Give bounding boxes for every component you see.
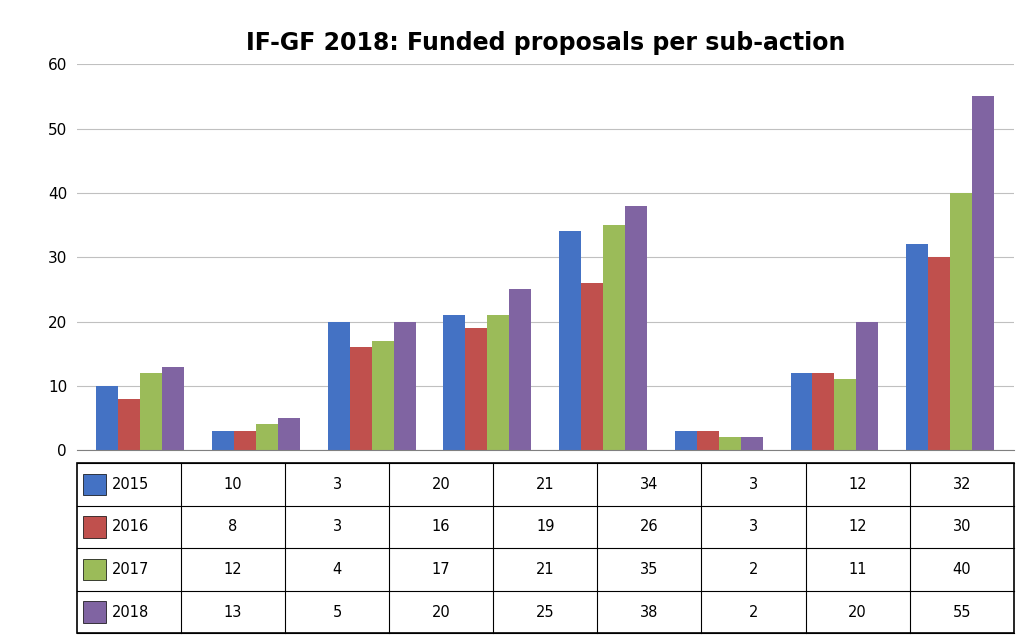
Bar bbox=[559, 231, 582, 450]
Text: 16: 16 bbox=[432, 520, 451, 534]
Text: 55: 55 bbox=[952, 604, 971, 620]
Bar bbox=[740, 437, 763, 450]
Bar bbox=[83, 559, 105, 580]
Text: 38: 38 bbox=[640, 604, 658, 620]
Text: 34: 34 bbox=[640, 476, 658, 492]
Text: 10: 10 bbox=[223, 476, 243, 492]
Text: 3: 3 bbox=[749, 476, 758, 492]
Text: 35: 35 bbox=[640, 562, 658, 577]
Text: 17: 17 bbox=[432, 562, 451, 577]
Bar bbox=[83, 474, 105, 495]
Text: 3: 3 bbox=[333, 476, 342, 492]
Text: 13: 13 bbox=[224, 604, 242, 620]
Text: 12: 12 bbox=[848, 476, 867, 492]
Text: 8: 8 bbox=[228, 520, 238, 534]
Text: 26: 26 bbox=[640, 520, 658, 534]
Bar bbox=[835, 379, 856, 450]
Bar bbox=[163, 367, 184, 450]
Text: 32: 32 bbox=[952, 476, 971, 492]
Text: 12: 12 bbox=[848, 520, 867, 534]
Bar bbox=[906, 244, 928, 450]
Bar bbox=[279, 418, 300, 450]
Text: 20: 20 bbox=[848, 604, 867, 620]
Bar bbox=[443, 315, 466, 450]
Bar bbox=[83, 601, 105, 622]
Bar bbox=[582, 283, 603, 450]
Bar bbox=[812, 373, 835, 450]
Bar bbox=[140, 373, 163, 450]
Text: 20: 20 bbox=[432, 604, 451, 620]
Title: IF-GF 2018: Funded proposals per sub-action: IF-GF 2018: Funded proposals per sub-act… bbox=[246, 32, 845, 55]
Bar bbox=[719, 437, 740, 450]
Bar bbox=[675, 431, 696, 450]
Text: 2018: 2018 bbox=[113, 604, 150, 620]
Bar bbox=[466, 328, 487, 450]
Bar bbox=[625, 206, 647, 450]
Text: 19: 19 bbox=[536, 520, 555, 534]
Text: 3: 3 bbox=[749, 520, 758, 534]
Bar bbox=[394, 322, 416, 450]
Text: 2: 2 bbox=[749, 562, 758, 577]
Bar bbox=[856, 322, 879, 450]
Bar bbox=[928, 257, 950, 450]
Bar bbox=[972, 96, 994, 450]
Bar bbox=[791, 373, 812, 450]
Text: 2016: 2016 bbox=[113, 520, 150, 534]
Bar bbox=[212, 431, 234, 450]
Text: 5: 5 bbox=[333, 604, 342, 620]
Bar bbox=[83, 516, 105, 538]
Bar bbox=[509, 289, 531, 450]
Text: 25: 25 bbox=[536, 604, 555, 620]
Bar bbox=[696, 431, 719, 450]
Text: 21: 21 bbox=[536, 476, 555, 492]
Text: 2: 2 bbox=[749, 604, 758, 620]
Text: 2017: 2017 bbox=[113, 562, 150, 577]
Text: 11: 11 bbox=[848, 562, 867, 577]
Bar bbox=[350, 347, 372, 450]
Text: 30: 30 bbox=[952, 520, 971, 534]
Bar bbox=[487, 315, 509, 450]
Bar bbox=[328, 322, 350, 450]
Bar bbox=[603, 225, 625, 450]
Bar bbox=[96, 386, 119, 450]
Bar bbox=[950, 193, 972, 450]
Text: 2015: 2015 bbox=[113, 476, 150, 492]
Bar bbox=[119, 399, 140, 450]
Bar bbox=[372, 341, 394, 450]
Text: 21: 21 bbox=[536, 562, 555, 577]
Text: 40: 40 bbox=[952, 562, 971, 577]
Text: 12: 12 bbox=[223, 562, 243, 577]
Text: 20: 20 bbox=[432, 476, 451, 492]
Bar bbox=[234, 431, 256, 450]
Text: 3: 3 bbox=[333, 520, 342, 534]
Text: 4: 4 bbox=[333, 562, 342, 577]
Bar bbox=[256, 424, 279, 450]
